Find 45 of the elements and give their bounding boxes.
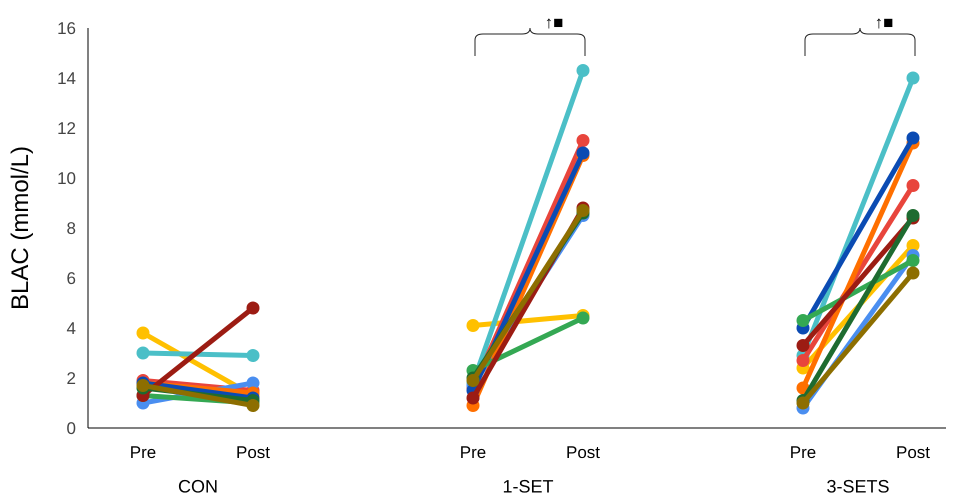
y-tick-label: 10 <box>57 168 76 188</box>
point <box>906 209 920 222</box>
y-tick-label: 6 <box>66 268 76 288</box>
y-tick-label: 4 <box>66 318 76 338</box>
point <box>246 302 260 314</box>
point <box>246 399 260 412</box>
point <box>136 326 150 340</box>
annotation: ↑■ <box>874 12 894 32</box>
y-tick-label: 14 <box>57 68 76 88</box>
x-tick-label: Pre <box>460 442 486 462</box>
y-tick-label: 0 <box>66 418 76 438</box>
y-tick-label: 16 <box>57 18 76 38</box>
point <box>576 64 590 77</box>
point <box>466 374 480 387</box>
y-tick-label: 2 <box>66 368 76 388</box>
point <box>576 312 590 324</box>
annotation: ↑■ <box>544 12 564 32</box>
text: 1-SET <box>502 476 554 495</box>
point <box>796 354 810 367</box>
point <box>576 134 590 147</box>
point <box>906 266 920 280</box>
x-tick-label: Post <box>566 442 600 462</box>
point <box>906 254 920 267</box>
y-axis-title: BLAC (mmol/L) <box>7 146 34 310</box>
point <box>466 392 480 404</box>
point <box>576 146 590 160</box>
text: 3-SETS <box>826 476 890 495</box>
point <box>906 179 920 192</box>
point <box>136 379 150 392</box>
x-tick-label: Post <box>236 442 270 462</box>
point <box>906 72 920 84</box>
point <box>906 132 920 144</box>
y-tick-label: 12 <box>57 118 76 138</box>
point <box>136 346 150 360</box>
y-tick-label: 8 <box>66 218 76 238</box>
text: CON <box>178 476 218 495</box>
x-tick-label: Post <box>896 442 930 462</box>
point <box>796 396 810 410</box>
point <box>576 204 590 217</box>
point <box>246 349 260 362</box>
point <box>796 314 810 327</box>
point <box>796 339 810 352</box>
x-tick-label: Pre <box>790 442 816 462</box>
x-tick-label: Pre <box>130 442 156 462</box>
point <box>466 319 480 332</box>
